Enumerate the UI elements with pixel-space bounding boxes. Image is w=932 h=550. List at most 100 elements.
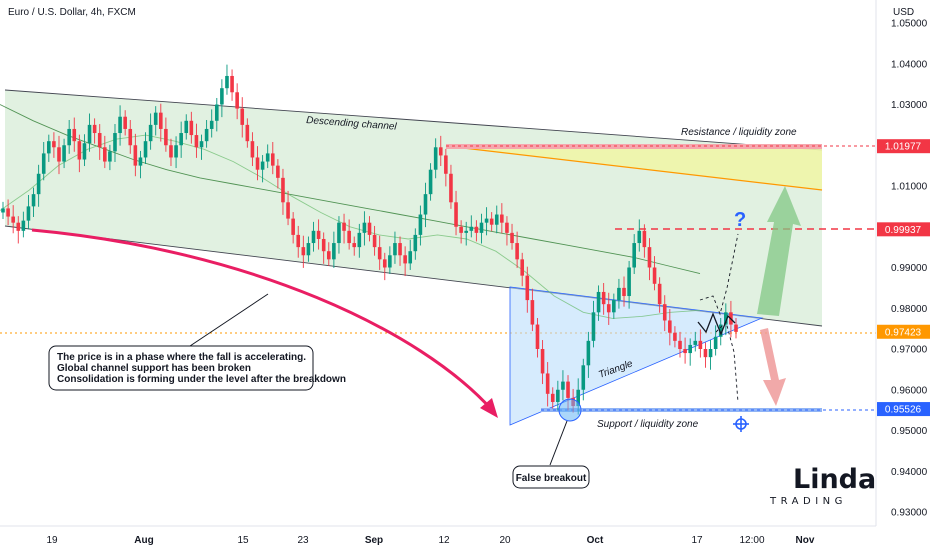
candle-body bbox=[143, 141, 148, 158]
price-axis-ticks: 1.050001.040001.030001.020001.010001.000… bbox=[891, 19, 928, 519]
candle-body bbox=[174, 145, 178, 158]
candle-body bbox=[393, 243, 397, 256]
candle-body bbox=[362, 222, 367, 233]
candle-body bbox=[617, 287, 621, 301]
candle-body bbox=[123, 116, 127, 129]
candle-body bbox=[606, 304, 611, 313]
candle-body bbox=[622, 287, 626, 297]
candle-body bbox=[494, 214, 499, 225]
candle-body bbox=[678, 340, 682, 349]
candle-body bbox=[454, 202, 458, 227]
candle-body bbox=[57, 147, 61, 162]
candle-body bbox=[164, 128, 168, 146]
candle-body bbox=[337, 222, 341, 244]
price-tick-label: 1.01000 bbox=[891, 182, 928, 193]
candle-body bbox=[566, 381, 570, 398]
time-tick-label: Nov bbox=[796, 535, 815, 546]
candle-body bbox=[657, 283, 662, 305]
projection-up-path bbox=[699, 233, 739, 316]
candle-body bbox=[545, 373, 550, 394]
candle-body bbox=[67, 128, 71, 146]
false-breakout-marker bbox=[558, 398, 582, 422]
price-tag-current bbox=[877, 324, 930, 339]
candle-body bbox=[184, 120, 189, 134]
candle-body bbox=[367, 222, 372, 235]
candle-body bbox=[647, 247, 652, 268]
candle-body bbox=[255, 157, 260, 170]
candle-body bbox=[11, 216, 15, 223]
candle-body bbox=[479, 222, 484, 233]
candle-body bbox=[612, 300, 616, 313]
price-tick-label: 0.94000 bbox=[891, 467, 928, 478]
candle-body bbox=[97, 133, 102, 148]
time-tick-label: 12:00 bbox=[739, 535, 764, 546]
bearish-arrow bbox=[760, 328, 786, 406]
candle-body bbox=[428, 169, 433, 195]
candle-body bbox=[734, 324, 738, 332]
candle-body bbox=[204, 128, 209, 142]
candle-body bbox=[596, 291, 601, 313]
candle-body bbox=[388, 255, 392, 268]
price-tag-label-target: 0.99937 bbox=[885, 225, 922, 236]
question-mark: ? bbox=[734, 209, 746, 231]
price-tick-label: 0.99000 bbox=[891, 263, 928, 274]
note-line-2: Global channel support has been broken bbox=[57, 363, 251, 374]
candle-body bbox=[240, 108, 245, 125]
candle-body bbox=[688, 344, 692, 354]
candle-body bbox=[311, 230, 316, 244]
acceleration-curve-arrow bbox=[31, 228, 494, 412]
candle-body bbox=[276, 165, 280, 178]
candle-body bbox=[31, 194, 36, 207]
time-tick-label: 12 bbox=[438, 535, 450, 546]
candle-body bbox=[220, 88, 224, 105]
price-level-tags: 1.01977 0.99937 0.97423 0.95526 bbox=[877, 139, 930, 417]
price-tick-label: 1.04000 bbox=[891, 59, 928, 70]
candle-body bbox=[444, 155, 448, 174]
candle-body bbox=[230, 75, 234, 93]
candle-body bbox=[296, 234, 301, 248]
candle-body bbox=[77, 141, 82, 160]
candle-body bbox=[398, 243, 402, 256]
candle-body bbox=[250, 141, 255, 158]
candle-body bbox=[561, 381, 565, 390]
candle-body bbox=[652, 267, 657, 284]
candle-body bbox=[321, 238, 326, 252]
resistance-zone-diagonal bbox=[445, 145, 823, 191]
candle-body bbox=[464, 230, 469, 233]
projection-zigzag bbox=[697, 312, 736, 336]
candle-body bbox=[683, 349, 687, 354]
time-tick-label: 23 bbox=[297, 535, 309, 546]
crosshair-icon[interactable] bbox=[733, 416, 749, 432]
candle-body bbox=[286, 202, 290, 219]
candle-body bbox=[291, 218, 295, 235]
candle-body bbox=[92, 124, 97, 134]
candle-body bbox=[21, 220, 26, 231]
candle-body bbox=[301, 247, 306, 256]
candle-body bbox=[169, 145, 173, 158]
time-tick-label: Aug bbox=[134, 535, 153, 546]
candle-body bbox=[194, 135, 199, 148]
candle-body bbox=[438, 147, 443, 156]
candle-body bbox=[270, 153, 275, 166]
bullish-arrow bbox=[757, 186, 801, 316]
slow-moving-average bbox=[0, 104, 701, 275]
candle-body bbox=[708, 349, 713, 358]
candle-body bbox=[138, 157, 143, 166]
false-breakout-label: False breakout bbox=[516, 473, 587, 484]
candle-body bbox=[530, 300, 535, 325]
candle-body bbox=[179, 133, 183, 146]
candle-body bbox=[357, 232, 362, 248]
candle-body bbox=[469, 226, 474, 231]
candle-body bbox=[26, 206, 31, 221]
candle-body bbox=[372, 234, 377, 248]
time-tick-label: 17 bbox=[691, 535, 703, 546]
candle-body bbox=[500, 214, 504, 223]
candle-body bbox=[459, 226, 463, 233]
candle-body bbox=[260, 161, 265, 170]
time-tick-label: 20 bbox=[499, 535, 511, 546]
candle-body bbox=[576, 389, 581, 407]
note-box bbox=[48, 345, 314, 391]
candle-body bbox=[693, 340, 698, 345]
candle-body bbox=[535, 324, 540, 349]
